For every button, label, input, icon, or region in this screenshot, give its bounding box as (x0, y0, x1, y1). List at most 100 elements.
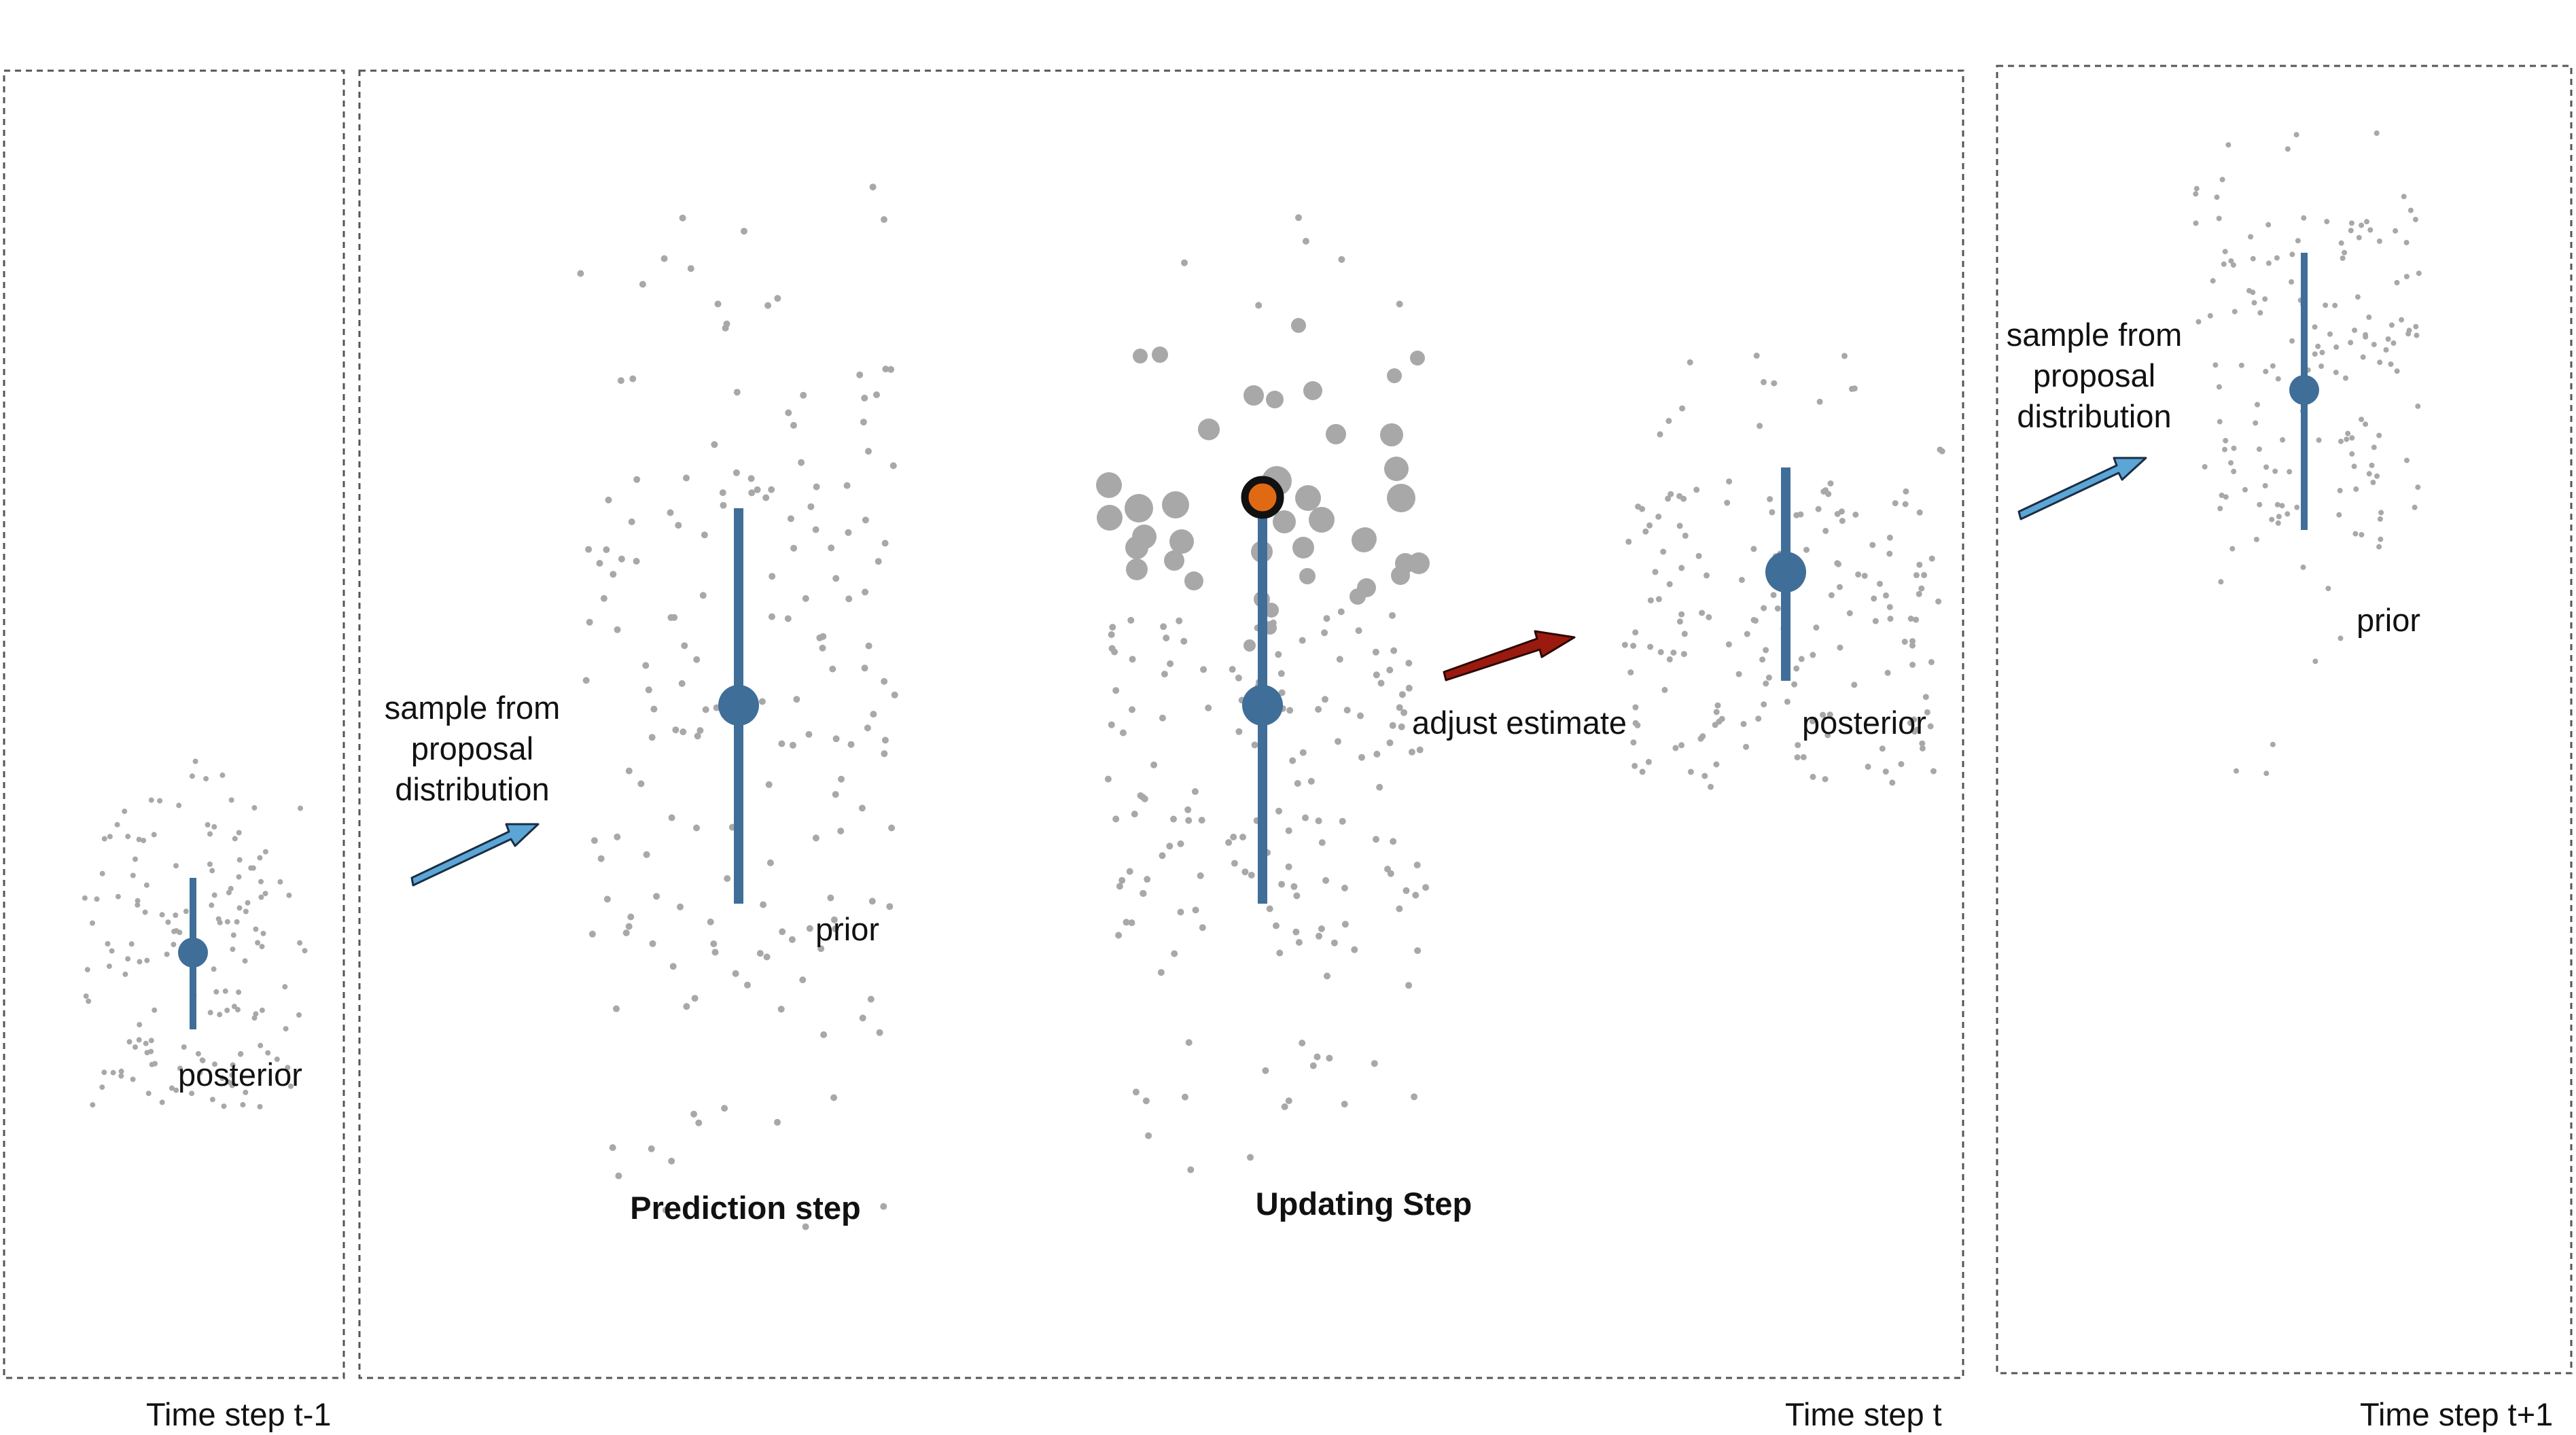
particle (830, 916, 838, 923)
particle (2229, 546, 2236, 552)
particle (2371, 342, 2377, 348)
particle (1115, 932, 1123, 939)
particle (862, 516, 869, 524)
particle (1916, 590, 1922, 597)
particle (302, 948, 308, 954)
particle (1128, 919, 1135, 927)
particle (164, 951, 170, 957)
particle (143, 882, 149, 888)
particle (171, 928, 177, 934)
particle (148, 1038, 154, 1044)
particle (1170, 815, 1177, 823)
particle (667, 614, 675, 621)
particle (756, 950, 764, 957)
particle (1665, 418, 1672, 424)
particle (1687, 359, 1693, 366)
particle (1241, 868, 1249, 876)
particle (283, 1026, 289, 1032)
particle (1716, 718, 1723, 725)
particle (2340, 255, 2346, 261)
particle (297, 940, 303, 946)
particle (711, 441, 718, 448)
particle (183, 908, 189, 915)
particle (141, 838, 147, 843)
particle (2284, 146, 2291, 152)
particle (2275, 520, 2281, 526)
particle (1927, 723, 1934, 730)
particle (282, 984, 288, 990)
particle (135, 902, 141, 908)
particle (1247, 1154, 1254, 1161)
particle (867, 995, 875, 1003)
particle (719, 489, 726, 497)
particle (2238, 362, 2244, 368)
particle (1921, 571, 1928, 578)
particle (169, 1085, 175, 1091)
particle (1882, 768, 1889, 775)
particle (733, 389, 741, 396)
particle (259, 1007, 265, 1013)
particle (1846, 610, 1853, 616)
particle (1142, 1097, 1150, 1105)
particle (1112, 815, 1120, 823)
particle (1763, 647, 1769, 654)
particle (1372, 648, 1379, 656)
particle (662, 1207, 669, 1214)
particle (845, 595, 853, 603)
particle (101, 836, 107, 842)
particle (1396, 704, 1403, 711)
particle (2250, 289, 2256, 296)
particle (1855, 571, 1862, 578)
particle (235, 1007, 241, 1012)
particle (200, 1057, 206, 1063)
particle (173, 863, 179, 869)
particle (1316, 932, 1322, 940)
particle (230, 1062, 236, 1068)
updating-step-label: Updating Step (1255, 1185, 1472, 1222)
particle (2316, 437, 2322, 443)
particle (1666, 581, 1673, 588)
particle (118, 1068, 124, 1074)
particle (1693, 486, 1700, 493)
particle (1919, 740, 1926, 747)
particle (799, 976, 807, 984)
particle (2223, 438, 2229, 444)
particle (2284, 511, 2291, 517)
weighted-particle (1273, 510, 1296, 533)
particle (203, 776, 209, 782)
particle (1295, 214, 1302, 222)
particle (1708, 783, 1714, 790)
particle (1820, 711, 1827, 718)
particle (1225, 839, 1233, 846)
particle (2234, 768, 2239, 774)
particle (1324, 972, 1330, 980)
particle (1755, 715, 1762, 722)
particle (2333, 344, 2340, 350)
particle (1355, 627, 1362, 635)
particle (2359, 222, 2365, 228)
particle (1108, 631, 1115, 638)
weighted-particle (1198, 419, 1220, 440)
particle (209, 902, 215, 908)
particle (157, 798, 163, 804)
particle (617, 377, 624, 385)
particle (1681, 631, 1688, 637)
particle (1386, 667, 1394, 674)
particle (2345, 431, 2351, 436)
particle (1251, 741, 1258, 749)
particle (1678, 742, 1685, 749)
particle (873, 391, 880, 398)
particle (90, 920, 95, 926)
particle (2225, 142, 2231, 148)
particle (1738, 577, 1745, 583)
particle (148, 797, 154, 803)
particle (1930, 768, 1937, 775)
particle (668, 814, 675, 821)
particle (2325, 586, 2331, 592)
particle (1129, 706, 1135, 713)
particle (858, 804, 866, 812)
particle (211, 966, 217, 972)
particle (1161, 671, 1168, 678)
particle (1273, 922, 1280, 929)
particle (798, 459, 805, 466)
